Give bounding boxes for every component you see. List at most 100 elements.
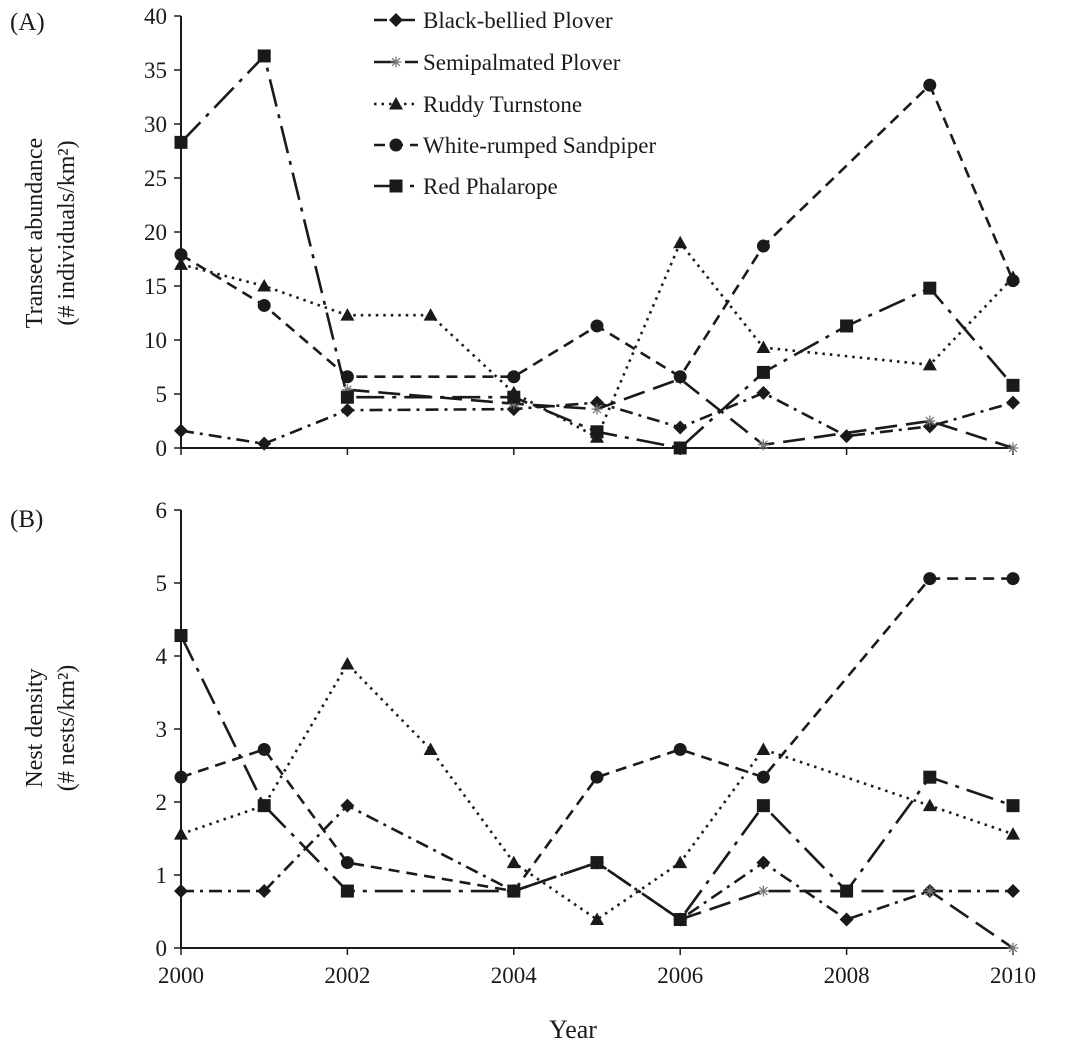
panel-b-point-white-rumped-sandpiper xyxy=(923,572,937,586)
panel-b-point-ruddy-turnstone xyxy=(174,827,188,840)
legend: Black-bellied Plover Semipalmated Plover… xyxy=(374,8,656,199)
panel-b-point-black-bellied-plover xyxy=(340,798,355,813)
panel-a-point-semipalmated-plover xyxy=(341,384,353,396)
panel-b-point-ruddy-turnstone xyxy=(506,855,521,869)
x-tick-label: 2002 xyxy=(324,963,370,988)
panel-b-point-red-phalarope xyxy=(673,913,687,927)
panel-b-point-black-bellied-plover xyxy=(756,855,771,870)
panel-a-point-white-rumped-sandpiper xyxy=(923,78,937,92)
panel-a-point-red-phalarope xyxy=(673,441,687,455)
panel-a-point-white-rumped-sandpiper xyxy=(257,298,271,312)
panel-a-point-ruddy-turnstone xyxy=(257,279,272,292)
panel-b-point-white-rumped-sandpiper xyxy=(340,856,354,870)
panel-a-point-black-bellied-plover xyxy=(174,423,188,438)
legend-label-ruddy-turnstone: Ruddy Turnstone xyxy=(423,92,582,117)
panel-a-line-semipalmated-plover xyxy=(347,377,1014,450)
panel-a-point-red-phalarope xyxy=(756,365,770,379)
panel-a-point-black-bellied-plover xyxy=(756,385,771,400)
panel-a-point-white-rumped-sandpiper xyxy=(756,239,770,253)
panel-a-point-red-phalarope xyxy=(1006,378,1020,392)
panel-a-label: (A) xyxy=(10,9,45,36)
panel-a-point-red-phalarope xyxy=(174,135,188,149)
panel-b-point-red-phalarope xyxy=(840,884,854,898)
panel-a-series xyxy=(174,49,1020,455)
panel-b-point-black-bellied-plover xyxy=(174,884,188,899)
panel-b-point-white-rumped-sandpiper xyxy=(756,770,770,784)
panel-b-point-red-phalarope xyxy=(923,770,937,784)
panel-a-point-ruddy-turnstone xyxy=(673,235,688,249)
panel-a-point-red-phalarope xyxy=(257,49,271,63)
legend-marker-semipalmated-plover xyxy=(390,56,402,68)
panel-b-y-tick-label: 2 xyxy=(156,790,168,815)
panel-b-point-black-bellied-plover xyxy=(257,884,272,899)
panel-a-y-tick-label: 25 xyxy=(144,166,167,191)
panel-a-line-black-bellied-plover xyxy=(180,391,1014,446)
panel-b-point-ruddy-turnstone xyxy=(590,912,604,926)
panel-b-point-black-bellied-plover xyxy=(839,912,854,927)
legend-label-white-rumped-sandpiper: White-rumped Sandpiper xyxy=(423,133,656,158)
panel-a-y-tick-label: 40 xyxy=(144,4,167,29)
panel-b-point-red-phalarope xyxy=(590,856,604,870)
panel-b-ylabel-line1: Nest density xyxy=(22,668,48,787)
x-axis-title: Year xyxy=(549,1015,597,1044)
panel-b-point-red-phalarope xyxy=(257,799,271,813)
panel-b-point-white-rumped-sandpiper xyxy=(590,770,604,784)
panel-b-point-red-phalarope xyxy=(174,629,188,643)
panel-a-y-tick-label: 5 xyxy=(156,382,168,407)
panel-b-y-tick-label: 6 xyxy=(156,498,168,523)
panel-a-point-white-rumped-sandpiper xyxy=(507,370,521,384)
panel-b: (B) Nest density (# nests/km²) 0 1 2 3 4 5 6 xyxy=(10,498,1020,961)
panel-b-y-tick-label: 5 xyxy=(156,571,168,596)
panel-a-y-tick-label: 0 xyxy=(156,436,168,461)
panel-a-point-semipalmated-plover xyxy=(1007,442,1019,454)
panel-b-point-ruddy-turnstone xyxy=(756,742,771,755)
panel-a-point-ruddy-turnstone xyxy=(922,357,937,371)
panel-a-point-white-rumped-sandpiper xyxy=(1006,274,1020,288)
panel-a-point-ruddy-turnstone xyxy=(756,340,771,354)
panel-b-point-white-rumped-sandpiper xyxy=(673,742,687,756)
panel-a-point-ruddy-turnstone xyxy=(423,308,438,321)
panel-b-point-ruddy-turnstone xyxy=(1006,827,1020,840)
panel-b-line-white-rumped-sandpiper xyxy=(180,577,1013,893)
panel-a-point-black-bellied-plover xyxy=(1006,395,1020,410)
panel-b-point-red-phalarope xyxy=(756,799,770,813)
panel-b-label: (B) xyxy=(10,506,43,533)
panel-a-point-red-phalarope xyxy=(923,281,937,295)
panel-b-y-tick-label: 1 xyxy=(156,863,168,888)
panel-b-axes: 0 1 2 3 4 5 6 xyxy=(156,498,1014,961)
legend-marker-red-phalarope xyxy=(389,179,403,193)
panel-b-point-red-phalarope xyxy=(507,884,521,898)
panel-b-line-ruddy-turnstone xyxy=(180,661,1014,922)
panel-a-point-semipalmated-plover xyxy=(924,415,936,427)
panel-b-line-red-phalarope xyxy=(179,635,1014,922)
panel-a-point-ruddy-turnstone xyxy=(340,308,355,321)
legend-marker-white-rumped-sandpiper xyxy=(389,138,403,152)
panel-a-point-semipalmated-plover xyxy=(757,439,769,451)
panel-a-line-red-phalarope xyxy=(180,53,1014,450)
panel-b-point-red-phalarope xyxy=(1006,799,1020,813)
panel-b-point-white-rumped-sandpiper xyxy=(257,742,271,756)
panel-a-ylabel-line1: Transect abundance xyxy=(22,138,48,328)
panel-a-point-white-rumped-sandpiper xyxy=(673,370,687,384)
legend-label-black-bellied-plover: Black-bellied Plover xyxy=(423,8,613,33)
panel-b-point-ruddy-turnstone xyxy=(340,657,355,670)
panel-b-point-white-rumped-sandpiper xyxy=(1006,572,1020,586)
panel-b-point-white-rumped-sandpiper xyxy=(174,770,188,784)
panel-a-point-red-phalarope xyxy=(590,425,604,439)
panel-a-point-ruddy-turnstone xyxy=(174,257,188,270)
x-tick-label: 2004 xyxy=(491,963,538,988)
panel-a-ylabel-line2: (# individuals/km²) xyxy=(54,140,80,325)
panel-b-y-tick-label: 4 xyxy=(156,644,168,669)
panel-a-point-red-phalarope xyxy=(840,319,854,333)
panel-b-y-tick-label: 0 xyxy=(156,936,168,961)
legend-marker-black-bellied-plover xyxy=(389,13,403,27)
panel-a-y-tick-label: 20 xyxy=(144,220,167,245)
panel-a-line-ruddy-turnstone xyxy=(180,240,1014,440)
panel-a-point-black-bellied-plover xyxy=(673,420,688,435)
panel-a-point-white-rumped-sandpiper xyxy=(590,319,604,333)
panel-a-point-red-phalarope xyxy=(507,390,521,404)
x-tick-label: 2000 xyxy=(158,963,204,988)
panel-a-point-black-bellied-plover xyxy=(257,436,272,451)
panel-a-axes: 0 5 10 15 20 25 30 35 40 xyxy=(144,4,1014,461)
